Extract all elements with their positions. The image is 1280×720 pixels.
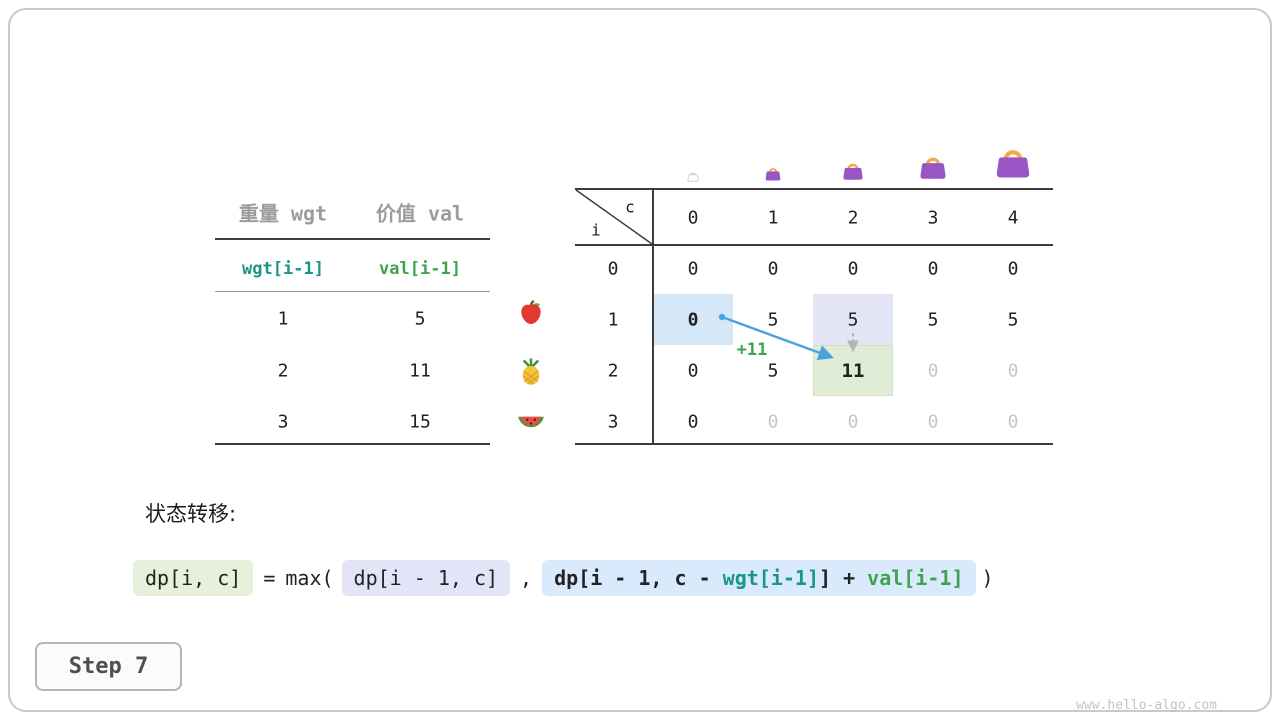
dp-table-bottom-line — [575, 443, 1053, 445]
watermelon-icon — [518, 416, 544, 428]
dp-table-header-line — [575, 244, 1053, 246]
formula-arg2-wgt: wgt[i-1] — [722, 566, 819, 590]
dp-cell: 0 — [927, 411, 939, 433]
formula-close-paren: ) — [981, 566, 994, 590]
dp-cell: 0 — [847, 258, 859, 280]
dp-cell-current: 11 — [841, 360, 865, 382]
dp-cell: 0 — [1007, 258, 1019, 280]
dp-col-header: 3 — [927, 207, 939, 229]
transition-formula: dp[i, c] = max( dp[i - 1, c] , dp[i - 1,… — [133, 560, 1000, 596]
dp-cell: 0 — [927, 258, 939, 280]
watermark: www.hello-algo.com — [1076, 698, 1217, 713]
dp-cell: 0 — [927, 360, 939, 382]
dp-cell: 0 — [767, 258, 779, 280]
dp-col-header: 2 — [847, 207, 859, 229]
dp-row-header: 2 — [607, 360, 619, 382]
dp-cell: 5 — [847, 309, 859, 331]
dp-cell: 0 — [687, 411, 699, 433]
step-badge: Step 7 — [35, 642, 182, 691]
dp-row-header: 0 — [607, 258, 619, 280]
pineapple-icon — [522, 358, 540, 385]
dp-corner-diagonal — [575, 189, 653, 245]
formula-arg1-box: dp[i - 1, c] — [341, 560, 511, 596]
formula-arg2-val: val[i-1] — [867, 566, 964, 590]
items-cell-val-2: 15 — [409, 411, 431, 433]
dp-corner-row-var: i — [591, 220, 601, 240]
dp-col-header: 4 — [1007, 207, 1019, 229]
formula-max-open: max( — [285, 566, 334, 590]
items-formula-val: val[i-1] — [379, 259, 461, 279]
apple-icon — [521, 300, 541, 324]
items-cell-wgt-2: 3 — [277, 411, 289, 433]
items-table-top-line — [215, 238, 490, 240]
dp-cell: 0 — [687, 360, 699, 382]
formula-equals: = — [263, 566, 276, 590]
formula-arg2-part2: ] + — [819, 566, 868, 590]
bag-medium-icon — [843, 163, 863, 180]
items-table-bottom-line — [215, 443, 490, 445]
dp-corner-col-var: c — [625, 197, 635, 217]
dp-col-header: 1 — [767, 207, 779, 229]
dp-table-vertical-line — [652, 189, 654, 445]
dp-cell: 0 — [1007, 411, 1019, 433]
items-cell-val-0: 5 — [414, 308, 426, 330]
bag-xlarge-icon — [996, 150, 1030, 178]
items-cell-val-1: 11 — [409, 360, 431, 382]
step-badge-label: Step 7 — [68, 654, 149, 679]
formula-lhs-box: dp[i, c] — [133, 560, 254, 596]
transition-label: 状态转移: — [145, 502, 237, 526]
items-col-header-wgt: 重量 wgt — [238, 201, 328, 226]
dp-cell: 5 — [767, 360, 779, 382]
formula-comma: , — [520, 566, 533, 590]
dp-cell: 5 — [1007, 309, 1019, 331]
dp-cell: 0 — [767, 411, 779, 433]
dp-table-top-line — [575, 188, 1053, 190]
dp-col-header: 0 — [687, 207, 699, 229]
items-cell-wgt-0: 1 — [277, 308, 289, 330]
bag-large-icon — [920, 157, 946, 179]
dp-cell: 0 — [847, 411, 859, 433]
dp-cell: 0 — [687, 309, 699, 331]
formula-arg2-box: dp[i - 1, c - wgt[i-1]] + val[i-1] — [542, 560, 976, 596]
bag-ghost-icon — [687, 172, 699, 182]
dp-row-header: 3 — [607, 411, 619, 433]
dp-cell: 5 — [767, 309, 779, 331]
items-table-mid-line — [215, 291, 490, 292]
bag-small-icon — [765, 168, 781, 181]
items-formula-wgt: wgt[i-1] — [242, 259, 324, 279]
dp-cell: 0 — [687, 258, 699, 280]
dp-cell: 5 — [927, 309, 939, 331]
items-cell-wgt-1: 2 — [277, 360, 289, 382]
formula-arg2-part1: dp[i - 1, c - — [554, 566, 723, 590]
items-col-header-val: 价值 val — [375, 201, 465, 226]
plus-value-label: +11 — [736, 340, 768, 360]
dp-cell: 0 — [1007, 360, 1019, 382]
figure-card — [8, 8, 1272, 712]
dp-row-header: 1 — [607, 309, 619, 331]
